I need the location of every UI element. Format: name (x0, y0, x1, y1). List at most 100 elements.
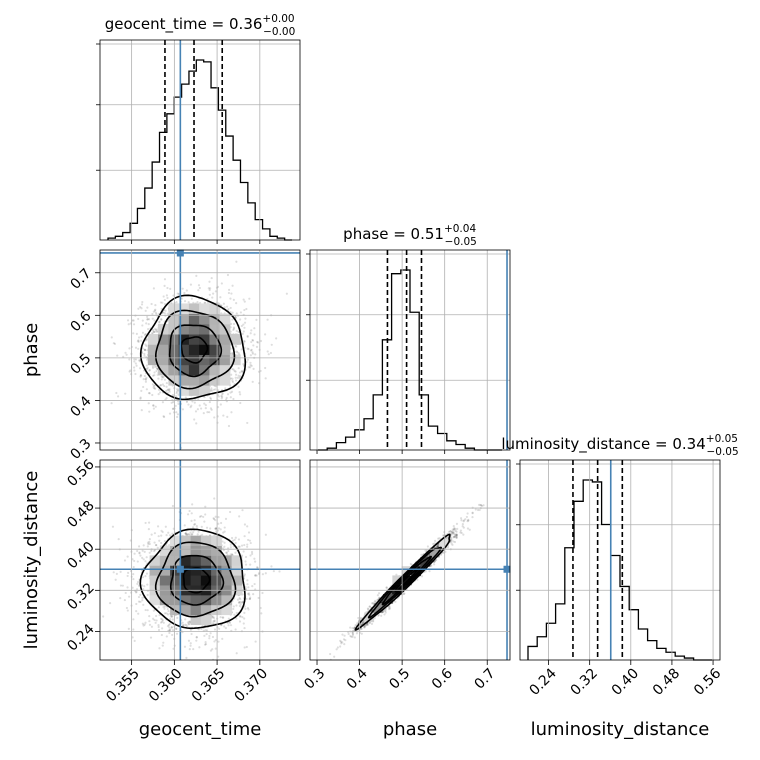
sample-point (213, 620, 216, 623)
sample-point (195, 422, 198, 425)
sample-point (137, 317, 140, 321)
sample-point (142, 588, 145, 591)
sample-point (221, 666, 223, 668)
sample-point (116, 354, 119, 357)
title-sub: −0.00 (263, 26, 295, 38)
panel-content (102, 497, 281, 668)
sample-point (138, 552, 141, 555)
sample-point (230, 352, 234, 355)
sample-point (165, 534, 168, 537)
sample-point (165, 381, 168, 385)
sample-point (245, 360, 248, 363)
sample-point (223, 526, 226, 529)
sample-point (171, 407, 175, 410)
sample-point (163, 303, 167, 306)
sample-point (186, 533, 189, 536)
sample-point (235, 604, 238, 607)
density-cell (199, 374, 210, 386)
sample-point (112, 342, 115, 345)
sample-point (238, 604, 241, 608)
sample-point (209, 649, 213, 652)
sample-point (210, 408, 213, 411)
sample-point (154, 544, 158, 547)
sample-point (163, 607, 166, 610)
sample-point (249, 349, 253, 352)
sample-point (246, 579, 249, 582)
sample-point (158, 647, 161, 650)
sample-point (187, 301, 190, 304)
sample-point (209, 389, 212, 392)
sample-point (238, 545, 241, 548)
sample-point (152, 384, 155, 388)
sample-point (167, 624, 170, 627)
sample-point (151, 365, 155, 368)
sample-point (102, 615, 105, 618)
sample-point (119, 597, 122, 600)
sample-point (249, 554, 252, 557)
sample-point (175, 301, 178, 304)
sample-point (191, 503, 194, 506)
sample-point (168, 626, 171, 629)
sample-point (188, 509, 191, 513)
sample-point (235, 652, 238, 655)
sample-point (119, 584, 123, 587)
sample-point (243, 523, 247, 526)
sample-point (172, 400, 175, 404)
sample-point (183, 300, 187, 303)
sample-point (192, 647, 195, 651)
sample-point (140, 303, 144, 306)
sample-point (225, 551, 228, 554)
sample-point (264, 366, 267, 370)
sample-point (244, 563, 248, 566)
sample-point (184, 532, 187, 535)
sample-point (246, 347, 249, 350)
sample-point (242, 323, 245, 326)
sample-point (148, 551, 151, 554)
sample-point (136, 582, 139, 585)
sample-point (147, 323, 150, 326)
sample-point (232, 326, 236, 329)
title-sub: −0.05 (445, 236, 477, 248)
sample-point (234, 536, 237, 539)
sample-point (229, 310, 232, 314)
sample-point (132, 628, 135, 631)
sample-point (248, 597, 251, 601)
sample-point (132, 618, 135, 621)
density-cell (219, 334, 231, 345)
sample-point (205, 526, 209, 529)
sample-point (115, 572, 118, 575)
sample-point (234, 373, 238, 376)
density-cell (188, 334, 200, 345)
sample-point (143, 348, 146, 351)
sample-point (217, 527, 221, 530)
sample-point (188, 648, 191, 651)
sample-point (214, 515, 217, 518)
sample-point (153, 374, 156, 377)
density-cell (188, 313, 200, 325)
sample-point (136, 549, 139, 553)
sample-point (137, 595, 141, 599)
sample-point (184, 532, 187, 535)
sample-point (176, 292, 179, 295)
sample-point (132, 323, 136, 326)
sample-point (186, 513, 190, 516)
sample-point (127, 595, 131, 598)
sample-point (140, 389, 143, 392)
sample-point (136, 340, 140, 343)
density-cell (178, 323, 190, 335)
sample-point (134, 358, 138, 361)
sample-point (166, 286, 169, 290)
sample-point (142, 544, 145, 547)
sample-point (214, 385, 217, 388)
sample-point (157, 624, 160, 627)
sample-point (278, 570, 281, 573)
title-main: geocent_time = 0.36 (105, 15, 263, 34)
density-cell (199, 303, 210, 315)
sample-point (244, 607, 247, 610)
sample-point (138, 367, 142, 370)
sample-point (160, 318, 163, 321)
sample-point (133, 639, 136, 642)
sample-point (241, 509, 244, 512)
sample-point (144, 348, 147, 352)
